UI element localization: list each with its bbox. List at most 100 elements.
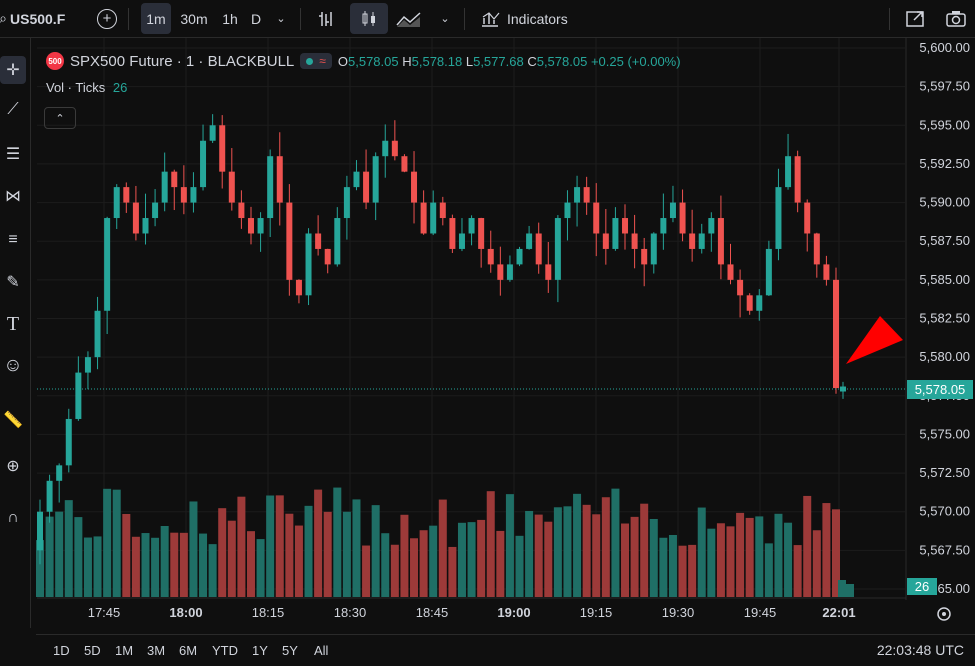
symbol-title[interactable]: SPX500 Future · 1 · BLACKBULL [70, 52, 295, 70]
time-tick-label: 17:45 [88, 605, 121, 620]
volume-bar [611, 488, 620, 597]
volume-bar [688, 544, 697, 597]
candle-body [286, 202, 293, 280]
candle-body [708, 218, 715, 234]
candle-body [267, 156, 274, 219]
interval-d[interactable]: D [250, 10, 262, 27]
candle-body [353, 171, 360, 188]
pattern-nodes-icon[interactable]: ⋈ [5, 188, 21, 205]
candle-body [717, 218, 724, 265]
chart-type-chevron-icon[interactable]: ⌄ [440, 13, 450, 25]
fib-levels-icon[interactable]: ≡ [8, 231, 18, 248]
text-tool-icon[interactable]: T [6, 312, 20, 335]
range-3m[interactable]: 3M [147, 643, 166, 658]
volume-bar [93, 536, 102, 597]
price-tick-label: 5,582.50 [919, 311, 970, 326]
volume-bar [256, 539, 265, 597]
range-1m[interactable]: 1M [115, 643, 134, 658]
candle-body [574, 187, 581, 203]
compare-add-icon[interactable]: + [94, 0, 120, 37]
candle-body [516, 248, 523, 265]
market-status-dot-icon [306, 57, 314, 65]
indicators-icon[interactable] [478, 0, 502, 37]
collapse-legend-chevron-icon[interactable]: ⌃ [44, 107, 76, 129]
volume-bar [832, 509, 840, 597]
candle-body [372, 156, 379, 203]
search-icon[interactable]: ⌕ [0, 10, 7, 26]
volume-bar [352, 499, 361, 597]
candle-body [840, 386, 846, 392]
horizontal-lines-icon[interactable]: ☰ [5, 146, 21, 163]
time-tick-label: 18:15 [252, 605, 285, 620]
volume-bar [237, 496, 246, 597]
zoom-icon[interactable]: ⊕ [6, 458, 20, 475]
volume-bar [141, 533, 150, 597]
price-tick-label: 5,600.00 [919, 40, 970, 55]
time-tick-label: 19:30 [662, 605, 695, 620]
range-5y[interactable]: 5Y [282, 643, 298, 658]
volume-bar [525, 510, 534, 597]
emoji-icon[interactable]: ☺ [3, 355, 23, 376]
candle-body [411, 171, 418, 203]
candle-body [439, 202, 446, 219]
legend-controls[interactable]: ≈ [300, 53, 332, 69]
candle-style-icon[interactable] [350, 3, 388, 34]
candle-body [833, 279, 839, 389]
range-1y[interactable]: 1Y [252, 643, 268, 658]
volume-bar [438, 499, 447, 597]
candle-body [324, 248, 331, 265]
candle-body [478, 218, 485, 249]
brush-icon[interactable]: ✎ [6, 274, 20, 291]
volume-bar [592, 514, 601, 597]
volume-bar [362, 545, 371, 597]
range-6m[interactable]: 6M [179, 643, 198, 658]
area-style-icon[interactable] [394, 0, 424, 37]
drawing-toolbar: ✛ ⟋ ☰ ⋈ ≡ ✎ T ☺ 📏 ⊕ ∩ [0, 38, 31, 628]
interval-1h[interactable]: 1h [222, 10, 238, 27]
volume-bar [467, 522, 476, 597]
camera-snapshot-icon[interactable] [941, 0, 971, 37]
indicators-button[interactable]: Indicators [507, 10, 568, 27]
ruler-icon[interactable]: 📏 [3, 412, 23, 429]
top-toolbar: ⌕ US500.F + 1m 30m 1h D ⌄ ⌄ Indicators [0, 0, 975, 38]
candle-body [219, 125, 226, 172]
volume-bar [45, 516, 54, 597]
utc-clock[interactable]: 22:03:48 UTC [876, 642, 964, 658]
volume-bar [736, 512, 745, 597]
price-tick-label: 5,590.00 [919, 195, 970, 210]
range-all[interactable]: All [314, 643, 329, 658]
bar-style-icon[interactable] [312, 0, 340, 37]
fullscreen-icon[interactable] [901, 0, 929, 37]
candle-body [593, 202, 600, 234]
interval-dropdown-chevron-icon[interactable]: ⌄ [276, 13, 286, 25]
candle-body [200, 140, 207, 188]
volume-bar [266, 495, 275, 597]
symbol-search[interactable]: US500.F [10, 10, 66, 27]
candle-body [737, 279, 744, 296]
volume-bar [707, 528, 716, 597]
candle-body [497, 264, 504, 280]
interval-1m[interactable]: 1m [141, 3, 171, 34]
volume-bar [294, 525, 303, 597]
time-tick-label: 19:00 [497, 605, 530, 620]
candle-body [161, 171, 168, 203]
candle-body [679, 202, 686, 234]
volume-bar [208, 544, 217, 597]
candle-body [305, 233, 312, 296]
range-1d[interactable]: 1D [53, 643, 70, 658]
candle-body [669, 202, 676, 219]
trend-line-icon[interactable]: ⟋ [7, 101, 19, 118]
candle-body [257, 218, 264, 234]
volume-bar [544, 521, 553, 597]
crosshair-icon[interactable]: ✛ [0, 56, 26, 84]
range-5d[interactable]: 5D [84, 643, 101, 658]
candle-body [612, 218, 619, 249]
volume-bar [122, 513, 131, 597]
volume-bar [659, 537, 668, 597]
time-tick-label: 19:45 [744, 605, 777, 620]
volume-bar [457, 522, 466, 597]
range-ytd[interactable]: YTD [212, 643, 238, 658]
magnet-icon[interactable]: ∩ [7, 509, 19, 526]
interval-30m[interactable]: 30m [180, 10, 208, 27]
